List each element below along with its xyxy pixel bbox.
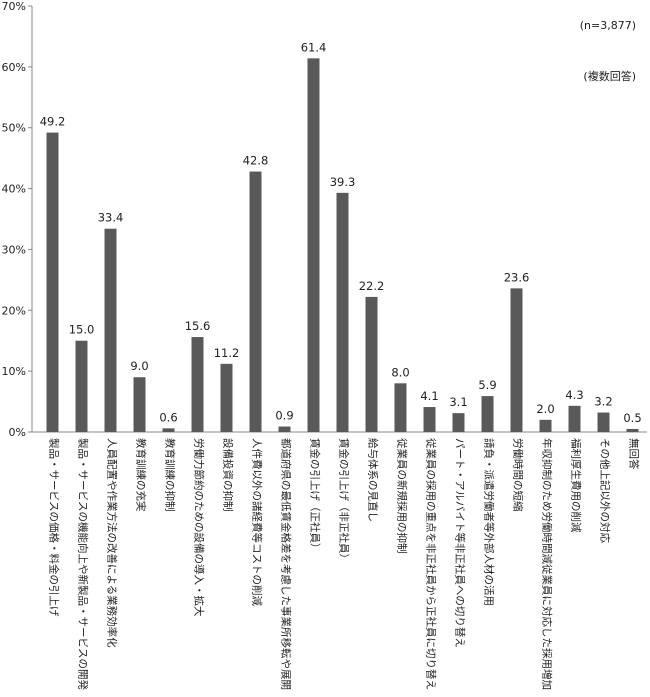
y-tick-label: 0% bbox=[9, 426, 26, 439]
x-category-label: 教育訓練の充実 bbox=[135, 438, 148, 512]
data-label: 9.0 bbox=[130, 359, 148, 373]
x-category-label: 教育訓練の抑制 bbox=[164, 438, 177, 512]
data-label: 42.8 bbox=[243, 154, 269, 168]
bars bbox=[46, 58, 639, 432]
y-tick-label: 60% bbox=[2, 61, 26, 74]
bar bbox=[365, 296, 378, 432]
bar bbox=[510, 288, 523, 432]
data-label: 61.4 bbox=[301, 40, 327, 54]
data-label: 2.0 bbox=[536, 402, 554, 416]
data-label: 3.2 bbox=[594, 395, 612, 409]
bar bbox=[133, 377, 146, 432]
x-category-label: 無回答 bbox=[628, 438, 641, 470]
multiple-answer-note: (複数回答) bbox=[583, 70, 636, 83]
x-labels: 製品・サービスの価格・料金の引上げ 製品・サービスの機能向上や新製品・サービスの開… bbox=[48, 438, 641, 690]
bar bbox=[307, 58, 320, 432]
bar bbox=[568, 405, 581, 432]
bar bbox=[191, 337, 204, 432]
data-label: 8.0 bbox=[391, 365, 409, 379]
x-category-label: 労働力節約のための設備の導入・拡大 bbox=[193, 438, 206, 617]
bar bbox=[597, 412, 610, 432]
y-tick-label: 20% bbox=[2, 304, 26, 317]
bar bbox=[278, 426, 291, 432]
y-tick-label: 30% bbox=[2, 243, 26, 256]
sample-size-note: (n=3,877) bbox=[579, 19, 636, 32]
bar bbox=[539, 419, 552, 432]
data-label: 22.2 bbox=[359, 279, 385, 293]
bar bbox=[104, 228, 117, 432]
data-label: 0.6 bbox=[159, 410, 177, 424]
bar bbox=[220, 363, 233, 432]
bar bbox=[481, 396, 494, 432]
bar bbox=[394, 383, 407, 432]
x-category-label: 都道府県の最低賃金格差を考慮した事業所移転や展開 bbox=[280, 438, 293, 690]
x-category-label: 人件費以外の諸経費等コストの削減 bbox=[251, 438, 264, 606]
x-category-label: 従業員の新規採用の抑制 bbox=[396, 438, 409, 554]
bar bbox=[626, 428, 639, 432]
bar bbox=[423, 407, 436, 432]
data-label: 4.1 bbox=[420, 389, 438, 403]
data-label: 39.3 bbox=[330, 175, 356, 189]
data-label: 23.6 bbox=[504, 270, 530, 284]
data-label: 11.2 bbox=[214, 346, 240, 360]
y-tick-label: 40% bbox=[2, 183, 26, 196]
data-label: 0.9 bbox=[275, 409, 293, 423]
x-category-label: 賃金の引上げ（非正社員） bbox=[338, 438, 351, 564]
y-tick-label: 70% bbox=[2, 0, 26, 13]
x-category-label: 請負・派遣労働者等外部人材の活用 bbox=[483, 438, 496, 606]
x-category-label: 設備投資の抑制 bbox=[222, 438, 235, 512]
data-label: 33.4 bbox=[98, 211, 124, 225]
x-category-label: 賃金の引上げ（正社員） bbox=[309, 438, 322, 554]
bar bbox=[75, 340, 88, 432]
data-label: 15.0 bbox=[69, 323, 95, 337]
bar bbox=[249, 171, 262, 432]
data-label: 15.6 bbox=[185, 319, 211, 333]
x-category-label: 福利厚生費用の削減 bbox=[570, 438, 583, 533]
x-category-label: パート・アルバイト等非正社員への切り替え bbox=[454, 438, 467, 648]
x-category-label: 労働時間の短縮 bbox=[512, 438, 525, 512]
y-tick-label: 10% bbox=[2, 365, 26, 378]
data-label: 4.3 bbox=[565, 388, 583, 402]
data-label: 49.2 bbox=[40, 115, 66, 129]
data-label: 5.9 bbox=[478, 378, 496, 392]
x-category-label: 従業員の採用の重点を非正社員から正社員に切り替え bbox=[425, 438, 438, 690]
x-category-label: 年収抑制のため労働時間減従業員に対応した採用増加 bbox=[541, 438, 554, 690]
data-label: 0.5 bbox=[623, 411, 641, 425]
value-labels: 49.2 15.0 33.4 9.0 0.6 15.611.2 42.8 0.9 61.4 39.… bbox=[40, 40, 642, 425]
bar bbox=[162, 428, 175, 432]
bar bbox=[452, 413, 465, 432]
x-category-label: 製品・サービスの機能向上や新製品・サービスの開発 bbox=[77, 438, 90, 690]
x-category-label: 製品・サービスの価格・料金の引上げ bbox=[48, 438, 61, 617]
bar bbox=[46, 132, 59, 432]
x-category-label: 人員配置や作業方法の改善による業務効率化 bbox=[106, 438, 119, 648]
x-category-label: 給与体系の見直し bbox=[367, 438, 380, 522]
y-tick-label: 50% bbox=[2, 122, 26, 135]
bar bbox=[336, 192, 349, 432]
data-label: 3.1 bbox=[449, 395, 467, 409]
x-category-label: その他上記以外の対応 bbox=[599, 438, 612, 543]
